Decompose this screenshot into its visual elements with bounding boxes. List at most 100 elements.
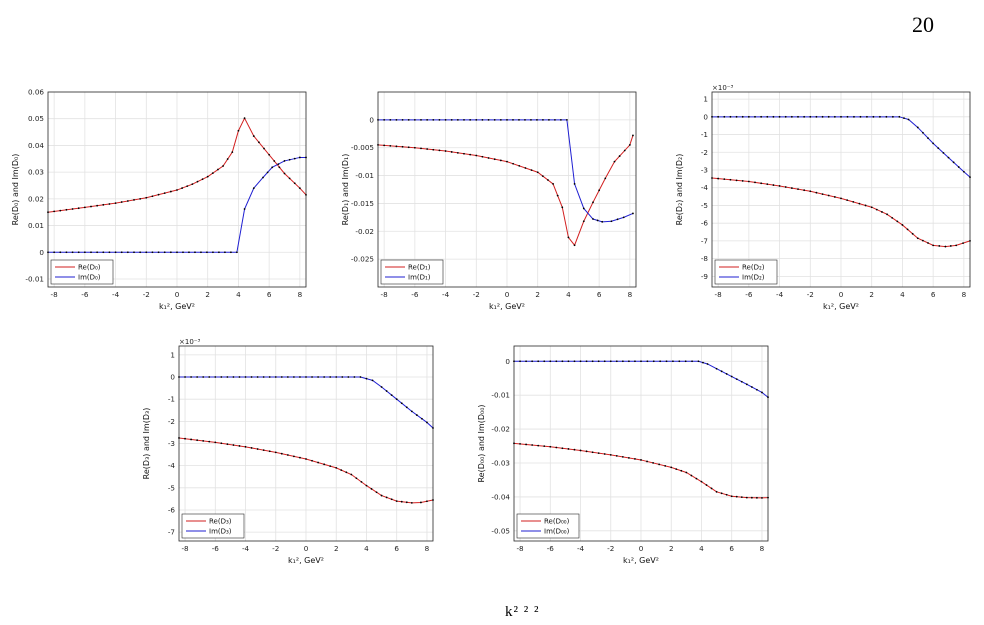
x-tick-label: -6 [212, 544, 220, 553]
data-point [767, 496, 769, 499]
data-point [840, 197, 842, 200]
legend-box [714, 259, 778, 285]
data-point [47, 251, 49, 254]
data-point [573, 360, 576, 363]
data-point [335, 466, 338, 469]
data-point [169, 190, 172, 193]
data-point [582, 220, 585, 223]
legend-box [516, 513, 580, 539]
data-point [700, 480, 703, 483]
data-point [401, 118, 404, 121]
data-point [263, 147, 265, 150]
data-point [182, 251, 184, 254]
data-point [499, 118, 502, 121]
data-point [126, 251, 129, 254]
data-point [444, 150, 447, 152]
data-point [555, 360, 558, 363]
data-point [413, 146, 416, 149]
data-point [640, 459, 642, 461]
data-point [390, 498, 393, 501]
data-point [797, 115, 799, 118]
data-point [499, 159, 502, 162]
data-point [271, 166, 274, 169]
x-tick-label: 6 [597, 290, 602, 299]
data-point [646, 360, 649, 363]
data-point [390, 394, 393, 397]
data-point [827, 194, 830, 197]
data-point [96, 204, 99, 207]
y-tick-label: -9 [701, 272, 709, 281]
data-point [530, 118, 532, 121]
data-point [901, 224, 904, 226]
data-point [438, 118, 441, 121]
data-point [579, 360, 582, 363]
y-tick-label: 0 [505, 357, 510, 366]
page-number: 20 [912, 12, 934, 37]
x-tick-label: -6 [745, 290, 753, 299]
legend-box [181, 513, 245, 539]
legend-label: Re(D₁) [408, 264, 431, 272]
chart-d2: -8 -6 -4 -2 0 2 4 6 8 -9 -8 -7 -6 -5 -4 -3 -2 -1 0 1 ×10⁻³ k₁… [675, 84, 971, 311]
data-point [450, 118, 453, 121]
data-point [252, 135, 255, 137]
data-point [340, 469, 343, 471]
data-point [634, 360, 636, 363]
data-point [846, 115, 849, 118]
data-point [756, 388, 758, 391]
data-point [754, 181, 756, 184]
y-tick-label: 0.04 [28, 141, 44, 150]
y-tick-label: 0.01 [28, 221, 44, 230]
y-tick-label: 0 [369, 115, 374, 124]
data-point [188, 251, 190, 254]
data-point [723, 178, 726, 181]
data-point [866, 115, 868, 118]
y-tick-label: -7 [701, 236, 708, 245]
data-point [809, 190, 812, 193]
y-tick-label: 1 [703, 95, 708, 104]
data-point [597, 452, 600, 454]
data-point [420, 147, 422, 150]
data-point [200, 251, 202, 254]
data-point [603, 453, 606, 455]
data-point [556, 194, 559, 197]
y-tick-label: -0.01 [491, 391, 510, 400]
x-tick-label: 4 [900, 290, 905, 299]
data-point [120, 251, 123, 254]
data-point [821, 115, 824, 118]
data-point [426, 118, 429, 121]
data-point [493, 158, 496, 161]
data-point [567, 360, 570, 363]
data-point [268, 153, 271, 156]
data-point [475, 118, 478, 121]
data-point [194, 251, 196, 254]
data-point [329, 376, 332, 378]
y-tick-label: -0.02 [355, 227, 374, 236]
data-point [585, 450, 588, 453]
chart-d3: -8 -6 -4 -2 0 2 4 6 8 -7 -6 -5 -4 -3 -2 -1 0 1 ×10⁻³ k₁², G… [142, 338, 434, 565]
data-point [852, 201, 855, 203]
plot-frame [47, 91, 307, 288]
data-point [596, 219, 599, 222]
x-tick-label: 2 [535, 290, 540, 299]
legend-box [380, 259, 444, 285]
data-point [790, 115, 793, 118]
data-point [615, 360, 618, 363]
data-point [311, 376, 313, 378]
data-point [232, 376, 235, 378]
x-tick-label: 8 [425, 544, 430, 553]
data-point [623, 149, 626, 152]
data-point [916, 126, 919, 129]
data-point [163, 192, 166, 195]
data-point [47, 211, 49, 214]
x-tick-label: 6 [267, 290, 272, 299]
x-tick-label: 0 [639, 544, 644, 553]
data-point [513, 442, 515, 445]
data-point [126, 200, 129, 202]
data-point [549, 445, 552, 448]
data-point [400, 402, 403, 405]
x-tick-label: 6 [729, 544, 734, 553]
data-point [65, 251, 68, 254]
data-point [220, 376, 223, 378]
y-tick-label: -8 [701, 254, 709, 263]
x-tick-label: -8 [516, 544, 524, 553]
